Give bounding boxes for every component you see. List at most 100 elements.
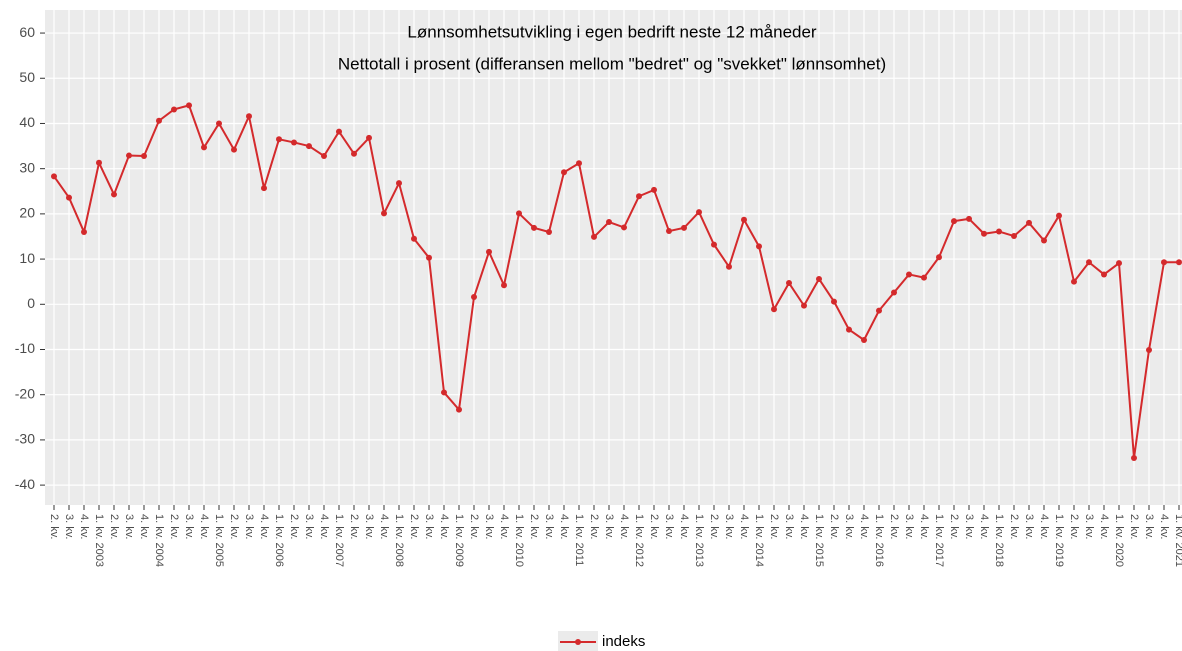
point — [1146, 346, 1152, 353]
point — [1086, 259, 1092, 266]
point — [381, 210, 387, 217]
point — [636, 193, 642, 200]
x-tick-label: 4. kv. — [78, 514, 90, 539]
point — [171, 106, 177, 113]
legend-point — [575, 639, 581, 645]
point — [501, 282, 507, 289]
x-tick-label: 2. kv. — [348, 514, 360, 539]
point — [891, 289, 897, 296]
x-tick-label: 2. kv. — [708, 514, 720, 539]
point — [741, 216, 747, 223]
point — [156, 117, 162, 124]
x-tick-label: 4. kv. — [978, 514, 990, 539]
x-tick-label: 3. kv. — [1023, 514, 1035, 539]
legend-label: indeks — [602, 633, 645, 650]
point — [351, 150, 357, 157]
x-tick-label: 2. kv. — [468, 514, 480, 539]
y-tick-label: 30 — [19, 159, 35, 175]
x-tick-label: 1. kv. 2008 — [393, 514, 405, 567]
x-tick-label: 2. kv. — [168, 514, 180, 539]
x-tick-label: 2. kv. — [828, 514, 840, 539]
x-tick-label: 2. kv. — [288, 514, 300, 539]
chart-subtitle: Nettotall i prosent (differansen mellom … — [338, 54, 886, 73]
point — [126, 152, 132, 159]
x-tick-label: 1. kv. 2010 — [513, 514, 525, 567]
point — [681, 224, 687, 231]
x-tick-label: 1. kv. 2016 — [873, 514, 885, 567]
point — [396, 180, 402, 187]
x-tick-label: 1. kv. 2020 — [1113, 514, 1125, 567]
x-tick-label: 3. kv. — [303, 514, 315, 539]
point — [81, 228, 87, 235]
x-tick-label: 4. kv. — [438, 514, 450, 539]
y-tick-label: 0 — [27, 295, 35, 311]
x-tick-label: 4. kv. — [318, 514, 330, 539]
x-tick-label: 1. kv. 2009 — [453, 514, 465, 567]
x-tick-label: 1. kv. 2006 — [273, 514, 285, 567]
x-tick-label: 3. kv. — [363, 514, 375, 539]
point — [606, 219, 612, 226]
point — [876, 307, 882, 314]
x-tick-label: 2. kv. — [48, 514, 60, 539]
x-tick-label: 4. kv. — [1098, 514, 1110, 539]
point — [1176, 259, 1182, 266]
x-tick-label: 4. kv. — [198, 514, 210, 539]
point — [921, 274, 927, 281]
x-tick-label: 1. kv. 2005 — [213, 514, 225, 567]
point — [786, 280, 792, 287]
point — [96, 159, 102, 166]
x-tick-label: 4. kv. — [558, 514, 570, 539]
x-tick-label: 3. kv. — [483, 514, 495, 539]
point — [771, 306, 777, 313]
point — [966, 215, 972, 222]
x-tick-label: 4. kv. — [798, 514, 810, 539]
x-tick-label: 2. kv. — [228, 514, 240, 539]
x-tick-label: 4. kv. — [498, 514, 510, 539]
x-tick-label: 1. kv. 2004 — [153, 514, 165, 567]
x-tick-label: 3. kv. — [183, 514, 195, 539]
y-tick-label: -10 — [15, 340, 35, 356]
x-tick-label: 1. kv. 2012 — [633, 514, 645, 567]
point — [321, 153, 327, 160]
x-tick-label: 3. kv. — [543, 514, 555, 539]
x-tick-label: 2. kv. — [408, 514, 420, 539]
point — [336, 128, 342, 135]
point — [201, 144, 207, 151]
x-tick-label: 2. kv. — [528, 514, 540, 539]
point — [726, 263, 732, 270]
point — [141, 153, 147, 160]
point — [1041, 237, 1047, 244]
x-tick-label: 1. kv. 2021 — [1173, 514, 1182, 567]
x-tick-label: 3. kv. — [1083, 514, 1095, 539]
x-tick-label: 2. kv. — [768, 514, 780, 539]
point — [651, 186, 657, 193]
panel — [45, 10, 1182, 505]
x-tick-label: 2. kv. — [588, 514, 600, 539]
point — [1131, 454, 1137, 461]
point — [861, 337, 867, 343]
x-tick-label: 1. kv. 2018 — [993, 514, 1005, 567]
point — [951, 218, 957, 225]
point — [366, 134, 372, 141]
y-tick-label: -30 — [15, 431, 35, 447]
point — [591, 233, 597, 240]
y-tick-label: 50 — [19, 69, 35, 85]
point — [531, 224, 537, 231]
x-tick-label: 4. kv. — [138, 514, 150, 539]
x-tick-label: 4. kv. — [1158, 514, 1170, 539]
point — [516, 210, 522, 217]
x-tick-label: 2. kv. — [888, 514, 900, 539]
y-tick-label: -40 — [15, 476, 35, 492]
point — [111, 191, 117, 198]
series-line — [53, 104, 1179, 459]
x-tick-label: 3. kv. — [1143, 514, 1155, 539]
point — [66, 194, 72, 201]
point — [756, 243, 762, 250]
point — [906, 271, 912, 278]
point — [471, 294, 477, 301]
x-tick-label: 1. kv. 2011 — [573, 514, 585, 566]
point — [576, 160, 582, 167]
x-tick-label: 2. kv. — [948, 514, 960, 539]
point — [1161, 259, 1167, 266]
